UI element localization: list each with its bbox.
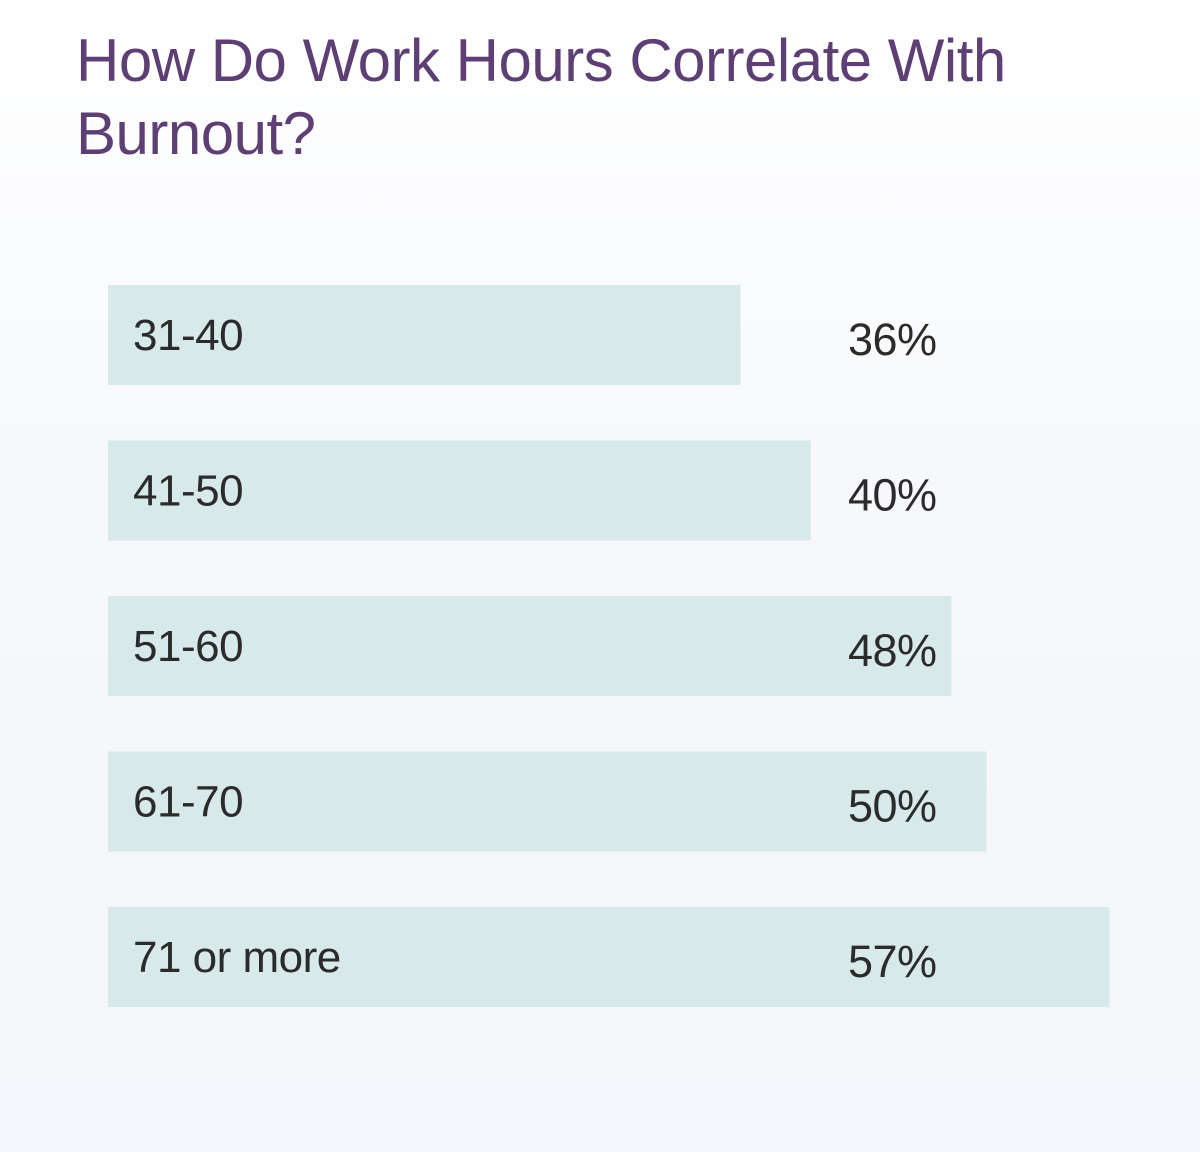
bar-row: 41-50 40% [108,440,937,541]
category-label: 31-40 [133,311,243,360]
bar-row: 71 or more 57% [108,907,1110,1007]
value-label: 48% [848,625,937,676]
bar-row: 31-40 36% [108,285,937,385]
bar [108,285,741,385]
value-label: 57% [848,936,937,987]
category-label: 71 or more [133,933,341,982]
bar-row: 51-60 48% [108,596,952,696]
value-label: 36% [848,314,937,365]
category-label: 61-70 [133,778,243,827]
bar [108,751,987,852]
category-label: 41-50 [133,467,243,516]
chart-title: How Do Work Hours Correlate With Burnout… [76,27,1006,167]
category-label: 51-60 [133,622,243,671]
bar [108,440,811,541]
bar [108,907,1110,1007]
value-label: 50% [848,781,937,832]
bar [108,596,952,696]
value-label: 40% [848,470,937,521]
bar-row: 61-70 50% [108,751,987,852]
